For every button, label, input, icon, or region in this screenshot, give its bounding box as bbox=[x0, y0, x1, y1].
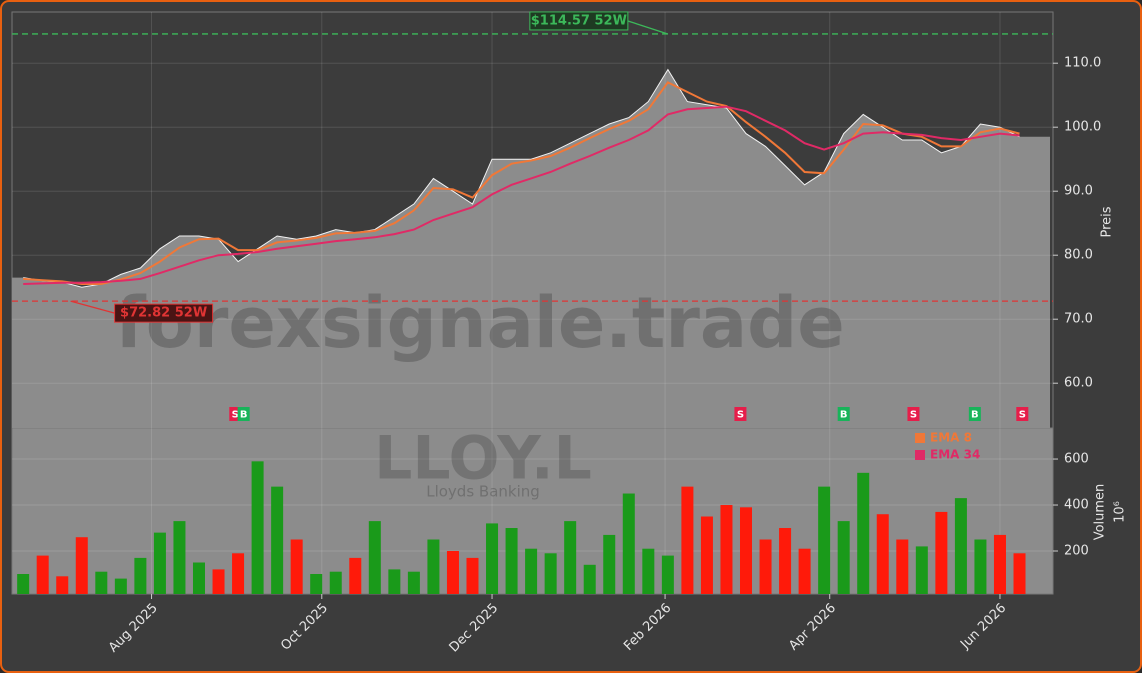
volume-bar bbox=[114, 578, 127, 594]
legend-swatch bbox=[915, 450, 925, 460]
legend-label: EMA 34 bbox=[930, 448, 980, 462]
volume-bar bbox=[525, 548, 538, 594]
volume-bar bbox=[544, 553, 557, 594]
volume-bar bbox=[36, 555, 49, 594]
volume-bar bbox=[75, 537, 88, 594]
volume-bar bbox=[251, 461, 264, 594]
ema-line bbox=[23, 81, 1020, 285]
y-tick-label: 80.0 bbox=[1064, 248, 1093, 263]
volume-bar bbox=[388, 569, 401, 594]
signal-label: B bbox=[971, 410, 979, 421]
signal-marker bbox=[734, 407, 747, 421]
volume-bar bbox=[740, 507, 753, 594]
volume-bar bbox=[310, 573, 323, 594]
volume-bar bbox=[232, 553, 245, 594]
volume-bar bbox=[1013, 553, 1026, 594]
volume-bar bbox=[818, 486, 831, 594]
annotation-label: $72.82 52W bbox=[120, 306, 207, 321]
signal-label: S bbox=[1019, 410, 1026, 421]
legend-swatch bbox=[915, 433, 925, 443]
y-axis-label: Preis bbox=[1100, 206, 1115, 237]
watermark: forexsignale.trade bbox=[115, 282, 844, 364]
watermark-symbol: LLOY.L bbox=[374, 424, 592, 494]
volume-bar bbox=[993, 534, 1006, 594]
signal-label: B bbox=[840, 410, 848, 421]
annotation-box bbox=[114, 303, 214, 323]
volume-bar bbox=[153, 532, 166, 594]
signal-marker bbox=[1016, 407, 1029, 421]
annotation-arrow bbox=[70, 300, 115, 314]
signal-marker bbox=[837, 407, 850, 421]
volume-bar bbox=[349, 557, 362, 594]
volume-bar bbox=[583, 564, 596, 594]
volume-bar bbox=[896, 539, 909, 594]
ema-line bbox=[23, 105, 1020, 285]
y-tick-label: 400 bbox=[1064, 498, 1089, 513]
legend-label: EMA 8 bbox=[930, 431, 972, 445]
volume-bar bbox=[290, 539, 303, 594]
y-tick-label: 70.0 bbox=[1064, 312, 1093, 327]
volume-bar bbox=[700, 516, 713, 594]
volume-bar bbox=[95, 571, 108, 594]
volume-bar bbox=[642, 548, 655, 594]
volume-bar bbox=[681, 486, 694, 594]
signal-marker bbox=[237, 407, 250, 421]
volume-bar bbox=[17, 573, 30, 594]
y-tick-label: 200 bbox=[1064, 544, 1089, 559]
volume-bar bbox=[368, 521, 381, 594]
watermark-company: Lloyds Banking bbox=[426, 483, 540, 501]
volume-bar bbox=[779, 528, 792, 594]
volume-bar bbox=[446, 551, 459, 594]
signal-label: B bbox=[240, 410, 248, 421]
volume-bar bbox=[407, 571, 420, 594]
volume-bar bbox=[759, 539, 772, 594]
signal-marker bbox=[907, 407, 920, 421]
volume-bar bbox=[564, 521, 577, 594]
volume-bar bbox=[720, 505, 733, 594]
volume-bar bbox=[192, 562, 205, 594]
volume-bar bbox=[974, 539, 987, 594]
y-tick-label: 110.0 bbox=[1064, 56, 1101, 71]
volume-bar bbox=[935, 511, 948, 594]
volume-bar bbox=[622, 493, 635, 594]
volume-bar bbox=[466, 557, 479, 594]
volume-bar bbox=[798, 548, 811, 594]
volume-bar bbox=[271, 486, 284, 594]
volume-axis-label: Volumen bbox=[1093, 484, 1108, 541]
y-tick-label: 90.0 bbox=[1064, 184, 1093, 199]
volume-bar bbox=[486, 523, 499, 594]
volume-bar bbox=[212, 569, 225, 594]
volume-bar bbox=[56, 576, 69, 594]
volume-bar bbox=[134, 557, 147, 594]
annotation-arrow bbox=[627, 20, 669, 35]
volume-bar bbox=[173, 521, 186, 594]
price-line bbox=[23, 68, 1020, 288]
volume-bar bbox=[837, 521, 850, 594]
y-tick-label: 60.0 bbox=[1064, 376, 1093, 391]
volume-bar bbox=[603, 534, 616, 594]
volume-bar bbox=[876, 514, 889, 594]
price-area bbox=[12, 69, 1050, 428]
volume-bar bbox=[954, 498, 967, 594]
volume-bar bbox=[915, 546, 928, 594]
signal-marker bbox=[968, 407, 981, 421]
volume-bar bbox=[661, 555, 674, 594]
volume-bar bbox=[857, 472, 870, 594]
y-tick-label: 600 bbox=[1064, 452, 1089, 467]
volume-bar bbox=[427, 539, 440, 594]
signal-label: S bbox=[232, 410, 239, 421]
volume-bar bbox=[329, 571, 342, 594]
signal-label: S bbox=[910, 410, 917, 421]
y-tick-label: 100.0 bbox=[1064, 120, 1101, 135]
annotation-label: $114.57 52W bbox=[531, 13, 627, 28]
signal-label: S bbox=[737, 410, 744, 421]
annotation-box bbox=[529, 11, 629, 31]
volume-unit: 10⁶ bbox=[1113, 501, 1128, 523]
volume-bar bbox=[505, 528, 518, 594]
